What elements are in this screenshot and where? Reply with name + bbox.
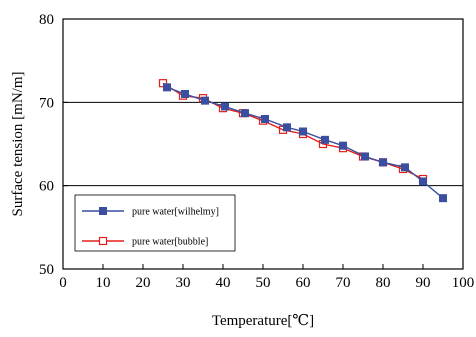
legend: pure water[wilhelmy] pure water[bubble] <box>74 194 236 252</box>
axis-ticks: 0 10 20 30 40 50 60 70 80 90 100 50 60 70 80 <box>39 12 474 291</box>
data-point-wilhelmy <box>419 177 427 186</box>
x-tick-label: 20 <box>136 275 151 291</box>
legend-label-wilhelmy: pure water[wilhelmy] <box>132 207 219 218</box>
x-tick-label: 10 <box>96 275 111 291</box>
y-tick-label: 60 <box>39 179 54 195</box>
data-point-wilhelmy <box>201 96 209 105</box>
data-point-wilhelmy <box>241 109 249 118</box>
x-tick-label: 40 <box>216 275 231 291</box>
y-tick-label: 80 <box>39 12 54 28</box>
data-point-wilhelmy <box>299 127 307 136</box>
x-axis-title: Temperature[℃] <box>212 313 314 329</box>
y-tick-label: 70 <box>39 95 54 111</box>
data-point-wilhelmy <box>181 90 189 98</box>
data-point-wilhelmy <box>283 123 291 132</box>
x-tick-label: 60 <box>296 275 311 291</box>
data-point-wilhelmy <box>401 163 409 172</box>
data-point-wilhelmy <box>163 83 171 92</box>
data-series <box>158 79 447 203</box>
x-tick-label: 80 <box>376 275 391 291</box>
x-tick-label: 90 <box>416 275 431 291</box>
legend-marker-wilhelmy <box>99 207 107 215</box>
data-point-wilhelmy <box>361 152 369 161</box>
data-point-wilhelmy <box>379 158 387 167</box>
legend-marker-bubble <box>98 236 108 246</box>
x-tick-label: 0 <box>59 275 67 291</box>
data-point-wilhelmy <box>439 194 447 203</box>
y-axis-title: Surface tension [mN/m] <box>10 72 26 217</box>
x-tick-label: 30 <box>176 275 191 291</box>
x-tick-label: 50 <box>256 275 271 291</box>
gridlines <box>63 101 463 187</box>
x-tick-label: 70 <box>336 275 351 291</box>
y-tick-label: 50 <box>39 262 54 278</box>
legend-label-bubble: pure water[bubble] <box>132 237 208 248</box>
x-tick-label: 100 <box>452 275 475 291</box>
data-point-wilhelmy <box>221 102 229 111</box>
data-point-wilhelmy <box>339 141 347 150</box>
data-point-wilhelmy <box>261 115 269 123</box>
data-point-wilhelmy <box>321 135 329 144</box>
